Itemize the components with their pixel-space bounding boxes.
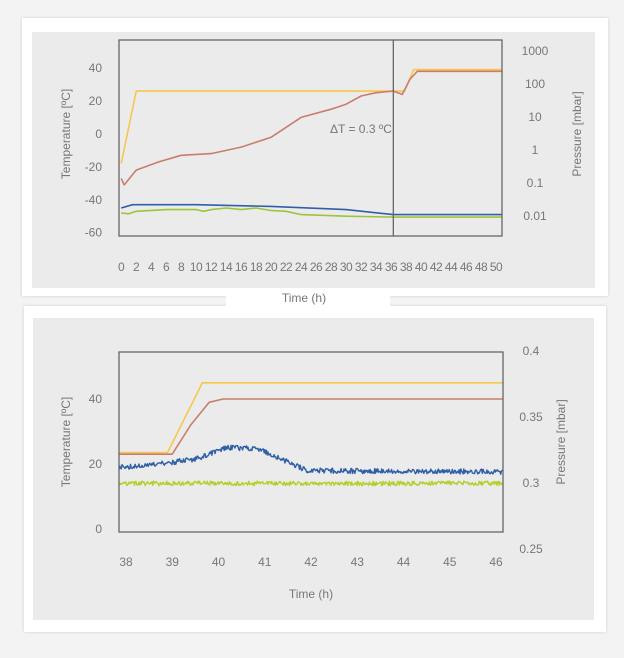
top-x-tick-label: 22 xyxy=(280,260,293,274)
top-x-tick-label: 48 xyxy=(475,260,488,274)
top-y2-axis-title: Pressure [mbar] xyxy=(570,91,584,176)
bottom-y-tick-label: 0 xyxy=(95,522,102,536)
top-x-tick-label: 32 xyxy=(355,260,368,274)
bottom-y-tick-label: 40 xyxy=(89,392,103,406)
top-x-tick-label: 2 xyxy=(133,260,140,274)
top-y2-tick-label: 0.01 xyxy=(523,209,547,223)
top-x-tick-label: 10 xyxy=(190,260,203,274)
bottom-y2-tick-label: 0.4 xyxy=(523,344,540,358)
top-y2-tick-label: 100 xyxy=(525,77,545,91)
bottom-x-tick-label: 40 xyxy=(212,555,226,569)
top-x-axis-title: Time (h) xyxy=(282,291,326,305)
bottom-x-tick-label: 46 xyxy=(489,555,503,569)
top-series-line-2 xyxy=(120,70,502,186)
bottom-series-line-1 xyxy=(119,381,503,454)
bottom-plot-frame xyxy=(118,351,504,533)
top-y-tick-label: -20 xyxy=(85,160,103,174)
top-x-tick-label: 0 xyxy=(118,260,125,274)
top-y-tick-label: 20 xyxy=(89,94,103,108)
bottom-x-tick-label: 43 xyxy=(351,555,365,569)
bottom-series-line-4 xyxy=(118,480,504,487)
bottom-series-line-3 xyxy=(118,444,504,475)
top-x-tick-label: 36 xyxy=(385,260,398,274)
top-y-tick-label: 0 xyxy=(95,127,102,141)
top-x-tick-label: 50 xyxy=(490,260,503,274)
top-label-tab xyxy=(226,288,390,312)
top-chart-panel xyxy=(32,32,595,288)
top-y-tick-label: -40 xyxy=(85,193,103,207)
top-y-axis-title: Temperature [ºC] xyxy=(59,89,73,179)
top-plot-frame xyxy=(118,39,503,237)
top-y-tick-label: 40 xyxy=(89,61,103,75)
bottom-y2-axis-title: Pressure [mbar] xyxy=(554,399,568,484)
top-x-tick-label: 8 xyxy=(178,260,185,274)
top-x-tick-label: 46 xyxy=(460,260,473,274)
top-y2-tick-label: 10 xyxy=(528,110,542,124)
top-x-tick-label: 4 xyxy=(148,260,155,274)
top-y-tick-label: -60 xyxy=(85,226,103,240)
bottom-y-tick-label: 20 xyxy=(89,457,103,471)
top-x-tick-label: 40 xyxy=(415,260,428,274)
top-series-line-1 xyxy=(120,68,502,164)
top-x-tick-label: 12 xyxy=(205,260,218,274)
bottom-y2-tick-label: 0.25 xyxy=(519,542,543,556)
bottom-series-line-2 xyxy=(119,398,503,456)
top-x-tick-label: 24 xyxy=(295,260,308,274)
bottom-x-axis-title: Time (h) xyxy=(289,587,333,601)
top-annotation: ΔT = 0.3 ºC xyxy=(330,122,392,136)
top-x-tick-label: 26 xyxy=(310,260,323,274)
top-x-tick-label: 38 xyxy=(400,260,413,274)
bottom-x-tick-label: 41 xyxy=(258,555,272,569)
top-x-tick-label: 6 xyxy=(163,260,170,274)
top-y2-tick-label: 0.1 xyxy=(527,176,544,190)
top-y2-tick-label: 1 xyxy=(532,143,539,157)
bottom-y-axis-title: Temperature [ºC] xyxy=(59,397,73,487)
bottom-chart: Time (h) Temperature [ºC] Pressure [mbar… xyxy=(59,344,568,601)
bottom-x-tick-label: 44 xyxy=(397,555,411,569)
top-x-tick-label: 14 xyxy=(220,260,233,274)
top-x-tick-label: 34 xyxy=(370,260,383,274)
bottom-y2-tick-label: 0.3 xyxy=(523,476,540,490)
top-x-tick-label: 18 xyxy=(250,260,263,274)
top-series-line-4 xyxy=(121,207,502,218)
top-x-tick-label: 42 xyxy=(430,260,443,274)
top-x-tick-label: 44 xyxy=(445,260,458,274)
top-x-tick-label: 20 xyxy=(265,260,278,274)
top-x-tick-label: 28 xyxy=(325,260,338,274)
bottom-x-tick-label: 39 xyxy=(166,555,180,569)
bottom-x-tick-label: 45 xyxy=(443,555,457,569)
top-x-tick-label: 16 xyxy=(235,260,248,274)
top-y2-tick-label: 1000 xyxy=(522,44,549,58)
bottom-x-tick-label: 38 xyxy=(119,555,133,569)
bottom-y2-tick-label: 0.35 xyxy=(519,410,543,424)
top-x-tick-label: 30 xyxy=(340,260,353,274)
top-chart: Time (h) Temperature [ºC] Pressure [mbar… xyxy=(59,39,584,305)
bottom-x-tick-label: 42 xyxy=(304,555,318,569)
